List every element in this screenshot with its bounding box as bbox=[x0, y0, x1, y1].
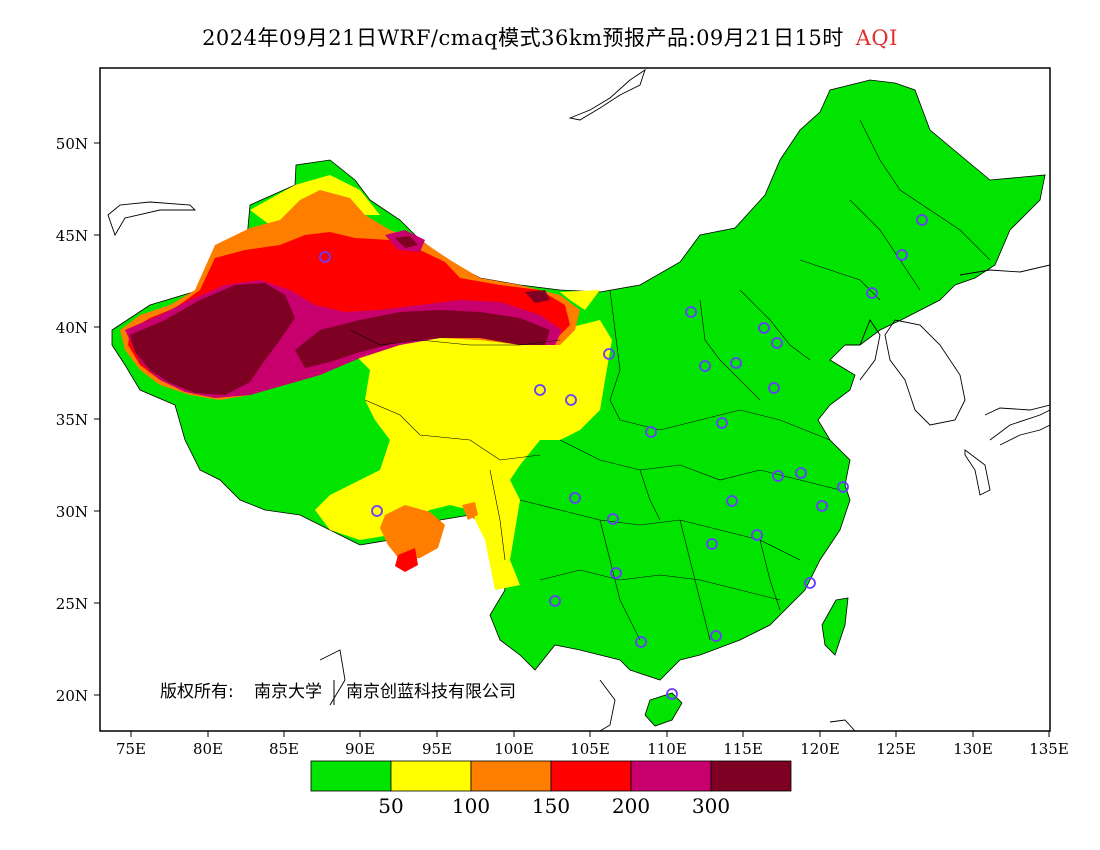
city-marker bbox=[816, 500, 828, 512]
copyright-label: 版权所有: bbox=[160, 682, 234, 702]
copyright: 版权所有: 南京大学 南京创蓝科技有限公司 bbox=[160, 680, 516, 705]
legend-label: 150 bbox=[532, 794, 570, 818]
city-marker bbox=[569, 492, 581, 504]
city-marker bbox=[866, 287, 878, 299]
lon-tick-label: 75E bbox=[116, 740, 146, 758]
lon-tick-label: 80E bbox=[193, 740, 223, 758]
lon-tick-label: 95E bbox=[422, 740, 452, 758]
lat-tick-label: 25N bbox=[56, 595, 88, 613]
city-marker bbox=[666, 688, 678, 700]
city-marker bbox=[896, 249, 908, 261]
legend-swatch bbox=[390, 760, 472, 792]
city-marker bbox=[804, 577, 816, 589]
hainan-island bbox=[644, 692, 683, 727]
aqi-maroon-zone bbox=[130, 283, 295, 395]
city-marker bbox=[837, 481, 849, 493]
lon-tick-label: 85E bbox=[269, 740, 299, 758]
legend-swatch bbox=[630, 760, 712, 792]
lat-tick-label: 45N bbox=[56, 227, 88, 245]
lon-tick-label: 105E bbox=[570, 740, 610, 758]
lon-tick-label: 135E bbox=[1029, 740, 1069, 758]
legend-swatch bbox=[310, 760, 392, 792]
city-marker bbox=[534, 384, 546, 396]
lon-tick-label: 110E bbox=[647, 740, 687, 758]
city-marker bbox=[768, 382, 780, 394]
city-marker bbox=[549, 595, 561, 607]
city-marker bbox=[795, 467, 807, 479]
lon-tick-label: 130E bbox=[953, 740, 993, 758]
city-marker bbox=[610, 567, 622, 579]
lat-tick-label: 35N bbox=[56, 411, 88, 429]
legend-label: 300 bbox=[692, 794, 730, 818]
taiwan-island bbox=[821, 597, 849, 656]
lat-tick-label: 40N bbox=[56, 319, 88, 337]
city-marker bbox=[607, 513, 619, 525]
province-boundaries bbox=[349, 119, 991, 641]
map-content bbox=[107, 68, 1050, 731]
copyright-org-1: 南京大学 bbox=[254, 682, 322, 702]
lon-axis: 75E 80E 85E 90E 95E 100E 105E 110E 115E … bbox=[116, 731, 1069, 758]
legend: 50 100 150 200 300 bbox=[310, 760, 792, 818]
title-text: 2024年09月21日WRF/cmaq模式36km预报产品:09月21日15时 bbox=[202, 26, 844, 50]
legend-label: 50 bbox=[378, 794, 403, 818]
lon-tick-label: 90E bbox=[345, 740, 375, 758]
lat-tick-label: 20N bbox=[56, 687, 88, 705]
lon-tick-label: 125E bbox=[876, 740, 916, 758]
aqi-maroon-east bbox=[295, 310, 550, 368]
legend-label: 100 bbox=[452, 794, 490, 818]
city-marker bbox=[751, 529, 763, 541]
city-markers bbox=[319, 214, 928, 700]
lon-tick-label: 100E bbox=[494, 740, 534, 758]
aqi-yellow-east bbox=[560, 290, 600, 310]
lat-tick-label: 30N bbox=[56, 503, 88, 521]
city-marker bbox=[916, 214, 928, 226]
city-marker bbox=[565, 394, 577, 406]
neighbour-outlines bbox=[107, 68, 1050, 731]
city-marker bbox=[371, 505, 383, 517]
aqi-maroon-spot-2 bbox=[525, 290, 550, 303]
city-marker bbox=[726, 495, 738, 507]
legend-swatch bbox=[710, 760, 792, 792]
city-marker bbox=[716, 417, 728, 429]
city-marker bbox=[706, 538, 718, 550]
aqi-orange-tibet bbox=[380, 505, 445, 560]
city-marker bbox=[772, 470, 784, 482]
legend-swatch bbox=[470, 760, 552, 792]
legend-label: 200 bbox=[612, 794, 650, 818]
lat-tick-label: 50N bbox=[56, 135, 88, 153]
aqi-maroon-spot bbox=[395, 236, 418, 248]
city-marker bbox=[603, 348, 615, 360]
city-marker bbox=[699, 360, 711, 372]
lon-tick-label: 120E bbox=[800, 740, 840, 758]
city-marker bbox=[710, 630, 722, 642]
lon-tick-label: 115E bbox=[723, 740, 763, 758]
city-marker bbox=[758, 322, 770, 334]
city-marker bbox=[685, 306, 697, 318]
copyright-org-2: 南京创蓝科技有限公司 bbox=[346, 682, 516, 702]
city-marker bbox=[645, 426, 657, 438]
legend-swatch bbox=[550, 760, 632, 792]
city-marker bbox=[319, 251, 331, 263]
page-title: 2024年09月21日WRF/cmaq模式36km预报产品:09月21日15时 A… bbox=[0, 22, 1100, 52]
aqi-orange-spot bbox=[462, 502, 478, 520]
city-marker bbox=[771, 337, 783, 349]
aqi-red-tibet bbox=[395, 548, 418, 572]
lat-axis: 50N 45N 40N 35N 30N 25N 20N bbox=[56, 135, 100, 705]
city-marker bbox=[730, 357, 742, 369]
variable-label: AQI bbox=[855, 26, 898, 50]
city-marker bbox=[635, 636, 647, 648]
